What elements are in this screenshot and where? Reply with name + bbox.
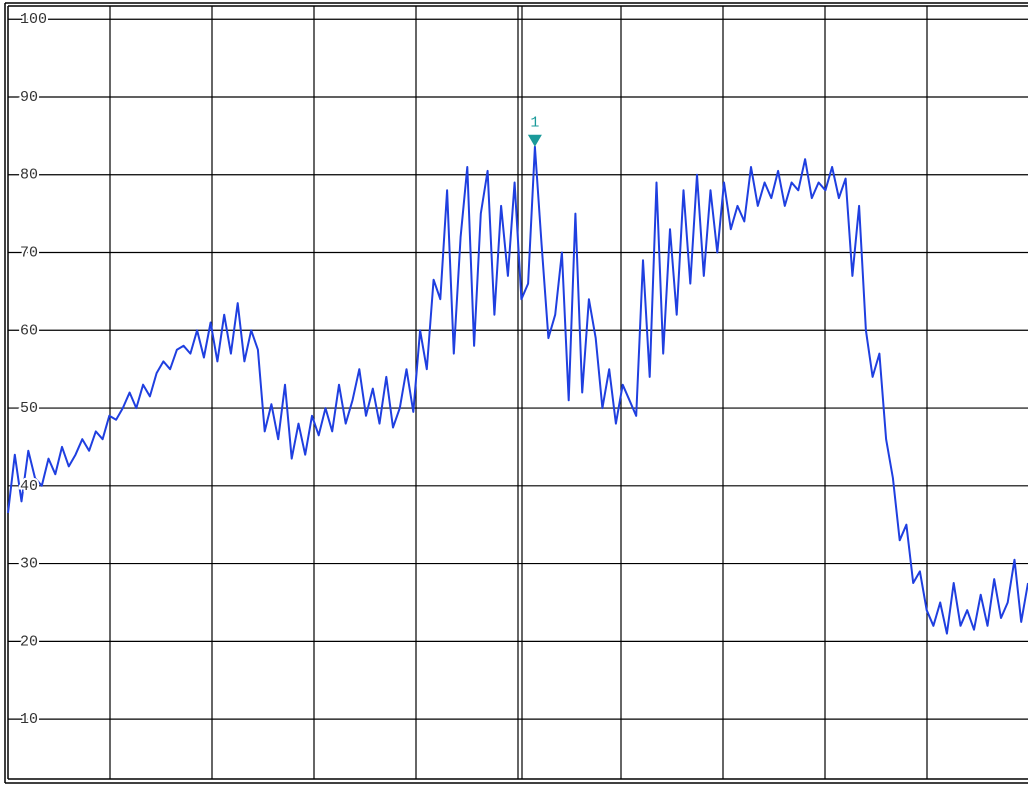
frame [4,2,1028,784]
y-tick-label: 10 [20,711,38,728]
y-tick-label: 40 [20,478,38,495]
vertical-grid [109,6,928,779]
y-tick-label: 70 [20,244,38,261]
tick-labels: 10 20 30 40 50 60 70 80 90 100 [18,9,49,730]
marker-label: 1 [530,115,539,132]
y-tick-label: 20 [20,633,38,650]
horizontal-grid [8,18,1028,720]
y-tick-label: 60 [20,322,38,339]
marker [527,134,542,147]
y-tick-label: 50 [20,400,38,417]
y-tick-label: 80 [20,167,38,184]
y-tick-label: 30 [20,556,38,573]
plot: 1 [7,115,1028,635]
y-tick-label: 90 [20,89,38,106]
y-tick-label: 100 [20,11,47,28]
trace [7,145,1028,635]
